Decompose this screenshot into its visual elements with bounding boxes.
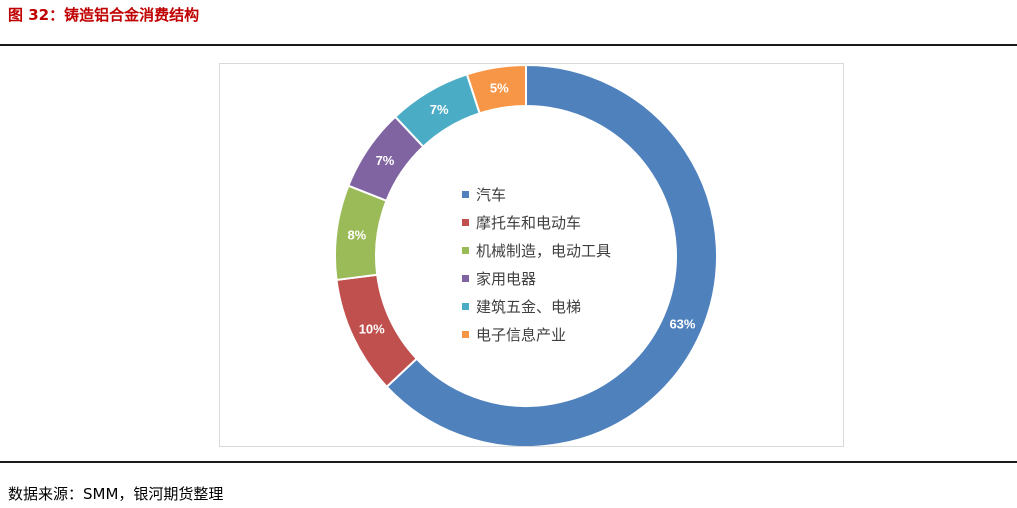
legend-label: 摩托车和电动车	[476, 214, 581, 232]
legend-swatch	[462, 275, 469, 282]
slice-data-label: 7%	[430, 102, 449, 117]
legend-swatch	[462, 219, 469, 226]
legend-label: 建筑五金、电梯	[476, 298, 581, 316]
top-divider	[0, 44, 1017, 46]
slice-data-label: 7%	[376, 153, 395, 168]
slice-data-label: 5%	[490, 81, 509, 96]
donut-slice	[465, 64, 527, 115]
legend-label: 电子信息产业	[476, 326, 566, 344]
legend-swatch	[462, 303, 469, 310]
chart-area: 63% 10% 8% 7% 7% 5% 汽车摩托车和电动车机械制造，电动工具 家用电器建筑五金…	[219, 63, 844, 447]
slice-data-label: 63%	[669, 317, 695, 332]
donut-chart: 63% 10% 8% 7% 7% 5% 汽车摩托车和电动车机械制造，电动工具家用电器建筑五金…	[334, 64, 718, 446]
legend-swatch	[462, 191, 469, 198]
figure-title: 图 32：铸造铝合金消费结构	[8, 6, 200, 24]
legend-swatch	[462, 331, 469, 338]
slice-data-label: 8%	[347, 228, 366, 243]
bottom-divider	[0, 461, 1017, 463]
legend-label: 汽车	[476, 186, 506, 204]
legend-swatch	[462, 247, 469, 254]
data-source-note: 数据来源：SMM，银河期货整理	[8, 485, 224, 503]
legend-label: 家用电器	[476, 270, 536, 288]
slice-data-label: 10%	[359, 322, 385, 337]
legend-label: 机械制造，电动工具	[476, 242, 611, 260]
donut-slice	[385, 64, 718, 446]
